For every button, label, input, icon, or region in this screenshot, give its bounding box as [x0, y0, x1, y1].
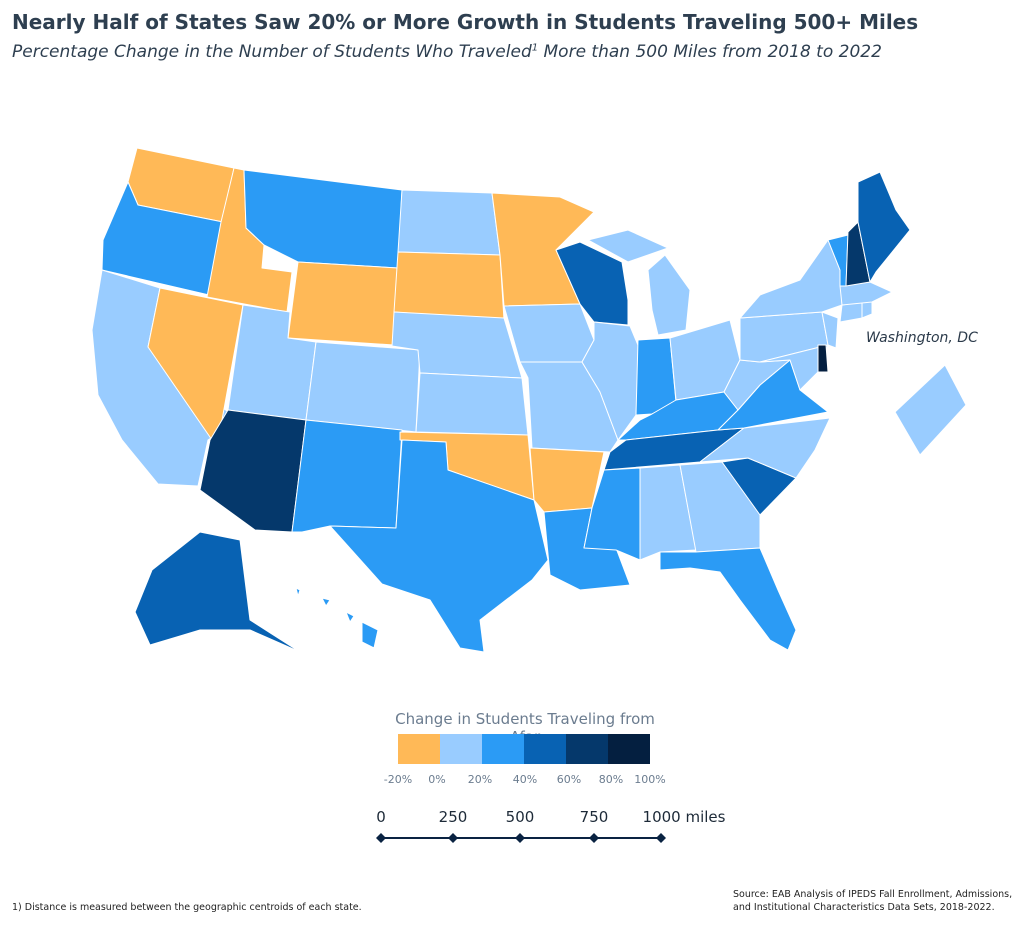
state-arkansas[interactable]: [529, 447, 605, 513]
footnote-marker: 1: [531, 42, 539, 54]
legend-tick-label: 0%: [428, 773, 446, 786]
legend-swatch-40-60: [524, 734, 566, 764]
state-new-york[interactable]: [739, 239, 843, 319]
scale-tick-750: [589, 833, 599, 843]
legend-swatch-60-80: [566, 734, 608, 764]
legend-swatch-0-20: [440, 734, 482, 764]
state-district-of-columbia[interactable]: [894, 364, 967, 456]
state-vermont[interactable]: [827, 234, 849, 287]
scale-label: 0: [376, 808, 386, 826]
state-new-jersey[interactable]: [821, 311, 839, 349]
state-florida[interactable]: [659, 547, 797, 651]
legend-swatch-80-100: [608, 734, 650, 764]
state-georgia[interactable]: [679, 461, 761, 553]
state-alaska[interactable]: [134, 531, 301, 653]
state-maryland[interactable]: [759, 344, 829, 391]
state-michigan[interactable]: [587, 229, 691, 336]
scale-tick-0: [376, 833, 386, 843]
state-south-dakota[interactable]: [393, 251, 505, 321]
footnote: 1) Distance is measured between the geog…: [12, 902, 362, 913]
legend-tick-label: 100%: [634, 773, 666, 786]
state-delaware[interactable]: [817, 344, 829, 373]
state-iowa[interactable]: [503, 303, 595, 363]
state-colorado[interactable]: [305, 341, 421, 433]
state-wyoming[interactable]: [287, 261, 399, 346]
state-montana[interactable]: [243, 169, 403, 269]
state-wisconsin[interactable]: [555, 241, 629, 326]
scale-tick-500: [515, 833, 525, 843]
scale-tick-1000: [656, 833, 666, 843]
state-new-mexico[interactable]: [291, 419, 403, 533]
page-title: Nearly Half of States Saw 20% or More Gr…: [12, 10, 919, 34]
scale-bar-labels: 0 250 500 750 1000 miles: [360, 808, 740, 828]
state-texas[interactable]: [329, 439, 549, 653]
state-kansas[interactable]: [415, 372, 529, 436]
state-alabama[interactable]: [639, 464, 697, 561]
subtitle-text-end: More than 500 Miles from 2018 to 2022: [538, 42, 882, 62]
legend-tick-label: 60%: [556, 773, 582, 786]
scale-label: 250: [438, 808, 468, 826]
state-maine[interactable]: [857, 171, 911, 283]
dc-inset-label: Washington, DC: [866, 330, 978, 346]
legend-tick-label: 80%: [598, 773, 624, 786]
subtitle-text: Percentage Change in the Number of Stude…: [12, 42, 532, 62]
state-rhode-island[interactable]: [861, 301, 873, 319]
source-line: and Institutional Characteristics Data S…: [733, 902, 995, 913]
source-note: Source: EAB Analysis of IPEDS Fall Enrol…: [733, 888, 1012, 914]
legend-ticks: -20% 0% 20% 40% 60% 80% 100%: [370, 773, 680, 789]
legend-swatch-neg: [398, 734, 440, 764]
legend-color-bar: [398, 734, 650, 764]
state-hawaii[interactable]: [295, 587, 379, 649]
scale-tick-250: [448, 833, 458, 843]
scale-label: 500: [505, 808, 535, 826]
source-line: Source: EAB Analysis of IPEDS Fall Enrol…: [733, 889, 1013, 900]
map-scale-bar: [376, 833, 666, 843]
legend-tick-label: 40%: [512, 773, 538, 786]
legend-tick-label: -20%: [383, 773, 413, 786]
scale-label: 750: [579, 808, 609, 826]
legend-swatch-20-40: [482, 734, 524, 764]
page-subtitle: Percentage Change in the Number of Stude…: [12, 42, 882, 62]
legend-tick-label: 20%: [467, 773, 493, 786]
state-north-dakota[interactable]: [397, 189, 501, 256]
scale-label: 1000 miles: [642, 808, 726, 826]
